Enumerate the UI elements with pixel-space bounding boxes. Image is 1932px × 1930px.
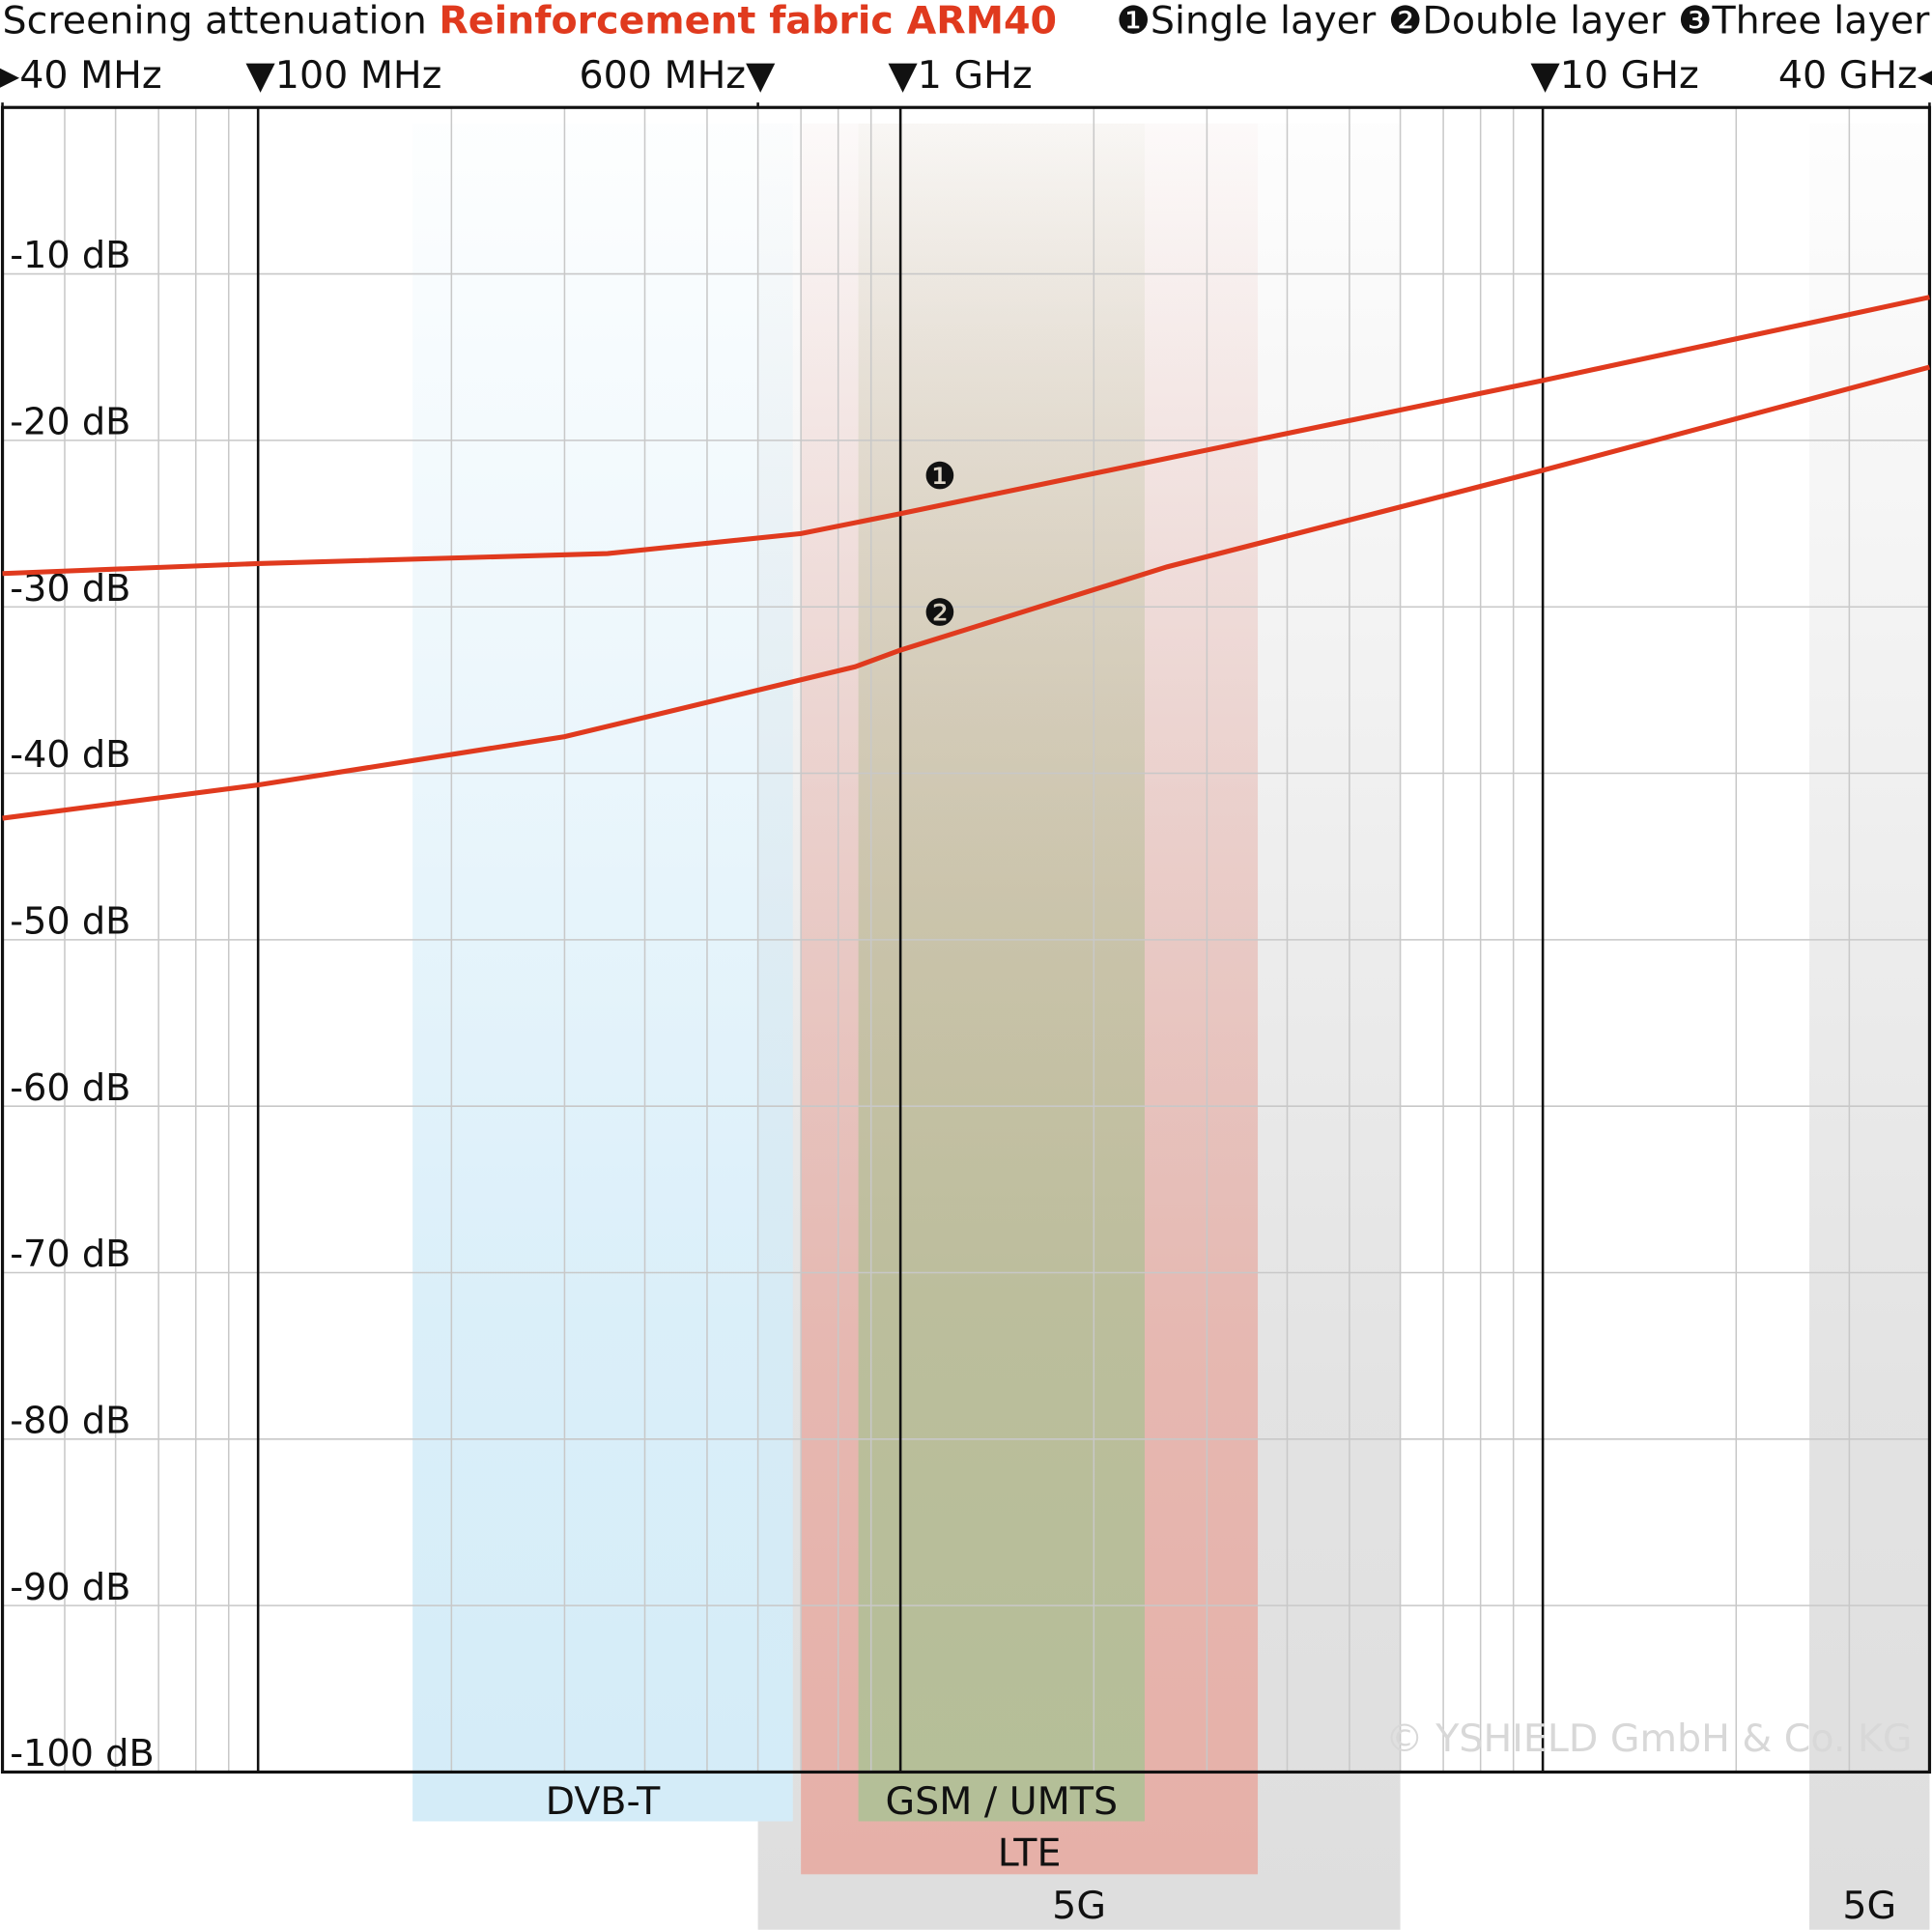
x-tick-label: ▼1 GHz bbox=[888, 53, 1032, 98]
band-label: 5G bbox=[1842, 1884, 1896, 1928]
band-label: LTE bbox=[998, 1831, 1062, 1875]
band bbox=[1809, 123, 1930, 1930]
band-label: 5G bbox=[1052, 1884, 1106, 1928]
band bbox=[412, 123, 793, 1822]
y-tick-label: -10 dB bbox=[10, 234, 130, 277]
series-line bbox=[2, 295, 1930, 577]
x-tick-label: ▼10 GHz bbox=[1530, 53, 1698, 98]
legend-label: Three layer bbox=[1711, 0, 1930, 43]
band-label: DVB-T bbox=[546, 1779, 662, 1824]
legend-label: Single layer bbox=[1151, 0, 1377, 43]
x-tick-label: 600 MHz▼ bbox=[579, 53, 776, 98]
legend-marker: ❶ bbox=[1116, 0, 1150, 43]
x-tick-label: ▶40 MHz bbox=[0, 53, 162, 98]
x-tick-label: 40 GHz◀ bbox=[1778, 53, 1932, 98]
y-tick-label: -50 dB bbox=[10, 899, 130, 943]
x-tick-label: ▼100 MHz bbox=[245, 53, 441, 98]
series-marker: ❶ bbox=[923, 455, 956, 498]
legend: ❶Single layer ❷Double layer ❸Three layer bbox=[1116, 0, 1930, 43]
title: Screening attenuation bbox=[3, 0, 427, 43]
legend-marker: ❸ bbox=[1678, 0, 1712, 43]
band-label: GSM / UMTS bbox=[885, 1779, 1118, 1824]
y-tick-label: -20 dB bbox=[10, 401, 130, 444]
plot-frame bbox=[0, 105, 1932, 1774]
legend-marker: ❷ bbox=[1388, 0, 1422, 43]
copyright: © YSHIELD GmbH & Co. KG bbox=[1385, 1717, 1912, 1761]
y-tick-label: -90 dB bbox=[10, 1566, 130, 1609]
y-tick-label: -100 dB bbox=[10, 1732, 155, 1775]
series-line bbox=[2, 364, 1931, 821]
y-tick-label: -80 dB bbox=[10, 1399, 130, 1442]
y-tick-label: -70 dB bbox=[10, 1233, 130, 1276]
y-tick-label: -40 dB bbox=[10, 733, 130, 777]
band bbox=[858, 123, 1145, 1822]
y-tick-label: -60 dB bbox=[10, 1066, 130, 1110]
subtitle: Reinforcement fabric ARM40 bbox=[439, 0, 1057, 43]
chart-title: Screening attenuation Reinforcement fabr… bbox=[3, 0, 1057, 43]
series-marker: ❷ bbox=[923, 592, 956, 636]
legend-label: Double layer bbox=[1422, 0, 1666, 43]
